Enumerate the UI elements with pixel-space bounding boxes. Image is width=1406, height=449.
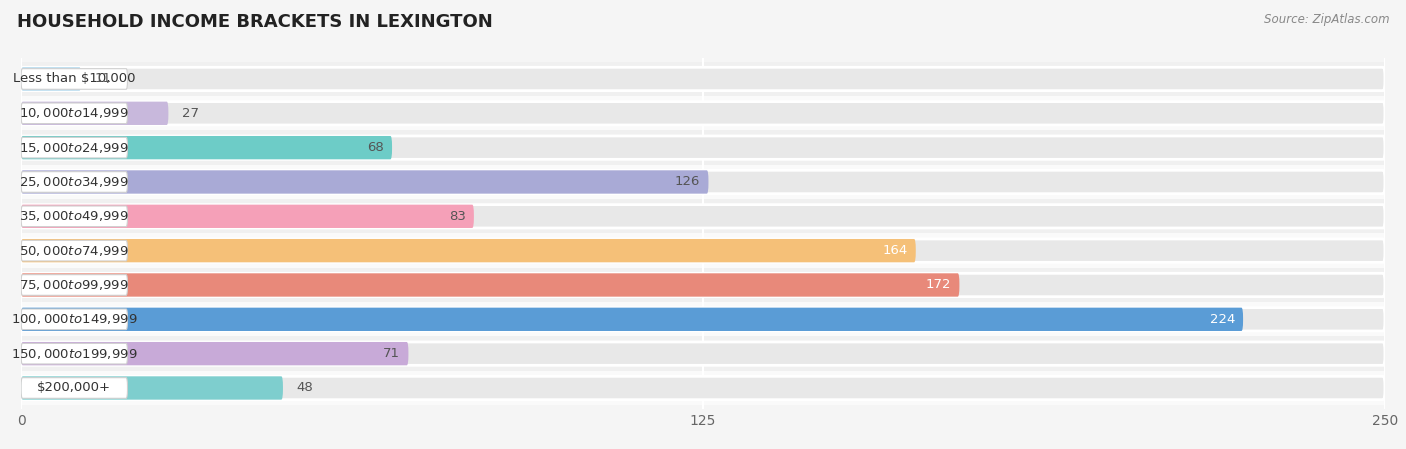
FancyBboxPatch shape — [21, 239, 1385, 262]
Text: $150,000 to $199,999: $150,000 to $199,999 — [11, 347, 138, 361]
FancyBboxPatch shape — [21, 67, 1385, 91]
FancyBboxPatch shape — [21, 62, 1385, 96]
FancyBboxPatch shape — [21, 273, 959, 297]
FancyBboxPatch shape — [21, 206, 128, 227]
Text: $75,000 to $99,999: $75,000 to $99,999 — [20, 278, 129, 292]
Text: 172: 172 — [925, 278, 952, 291]
FancyBboxPatch shape — [21, 342, 1385, 365]
FancyBboxPatch shape — [21, 240, 128, 261]
Text: 83: 83 — [449, 210, 465, 223]
FancyBboxPatch shape — [21, 101, 169, 125]
Text: HOUSEHOLD INCOME BRACKETS IN LEXINGTON: HOUSEHOLD INCOME BRACKETS IN LEXINGTON — [17, 13, 492, 31]
Text: $50,000 to $74,999: $50,000 to $74,999 — [20, 244, 129, 258]
FancyBboxPatch shape — [21, 170, 709, 194]
FancyBboxPatch shape — [21, 239, 915, 262]
Text: Less than $10,000: Less than $10,000 — [13, 72, 135, 85]
FancyBboxPatch shape — [21, 376, 1385, 400]
FancyBboxPatch shape — [21, 205, 1385, 228]
FancyBboxPatch shape — [21, 371, 1385, 405]
Text: $200,000+: $200,000+ — [38, 382, 111, 395]
FancyBboxPatch shape — [21, 205, 474, 228]
FancyBboxPatch shape — [21, 165, 1385, 199]
FancyBboxPatch shape — [21, 273, 1385, 297]
FancyBboxPatch shape — [21, 131, 1385, 165]
FancyBboxPatch shape — [21, 101, 1385, 125]
FancyBboxPatch shape — [21, 275, 128, 295]
Text: $10,000 to $14,999: $10,000 to $14,999 — [20, 106, 129, 120]
Text: 224: 224 — [1209, 313, 1234, 326]
FancyBboxPatch shape — [21, 376, 283, 400]
Text: $25,000 to $34,999: $25,000 to $34,999 — [20, 175, 129, 189]
FancyBboxPatch shape — [21, 233, 1385, 268]
Text: 68: 68 — [367, 141, 384, 154]
FancyBboxPatch shape — [21, 170, 1385, 194]
FancyBboxPatch shape — [21, 67, 82, 91]
Text: $15,000 to $24,999: $15,000 to $24,999 — [20, 141, 129, 154]
FancyBboxPatch shape — [21, 136, 392, 159]
FancyBboxPatch shape — [21, 378, 128, 398]
FancyBboxPatch shape — [21, 308, 1385, 331]
Text: 126: 126 — [675, 176, 700, 189]
Text: 11: 11 — [94, 72, 111, 85]
Text: Source: ZipAtlas.com: Source: ZipAtlas.com — [1264, 13, 1389, 26]
FancyBboxPatch shape — [21, 342, 408, 365]
Text: 48: 48 — [297, 382, 314, 395]
Text: 27: 27 — [181, 107, 200, 120]
FancyBboxPatch shape — [21, 309, 128, 330]
FancyBboxPatch shape — [21, 343, 128, 364]
FancyBboxPatch shape — [21, 137, 128, 158]
Text: $100,000 to $149,999: $100,000 to $149,999 — [11, 313, 138, 326]
FancyBboxPatch shape — [21, 308, 1243, 331]
FancyBboxPatch shape — [21, 199, 1385, 233]
Text: $35,000 to $49,999: $35,000 to $49,999 — [20, 209, 129, 223]
FancyBboxPatch shape — [21, 103, 128, 123]
FancyBboxPatch shape — [21, 69, 128, 89]
FancyBboxPatch shape — [21, 336, 1385, 371]
FancyBboxPatch shape — [21, 136, 1385, 159]
FancyBboxPatch shape — [21, 96, 1385, 131]
Text: 164: 164 — [883, 244, 908, 257]
FancyBboxPatch shape — [21, 172, 128, 192]
FancyBboxPatch shape — [21, 302, 1385, 336]
Text: 71: 71 — [384, 347, 401, 360]
FancyBboxPatch shape — [21, 268, 1385, 302]
